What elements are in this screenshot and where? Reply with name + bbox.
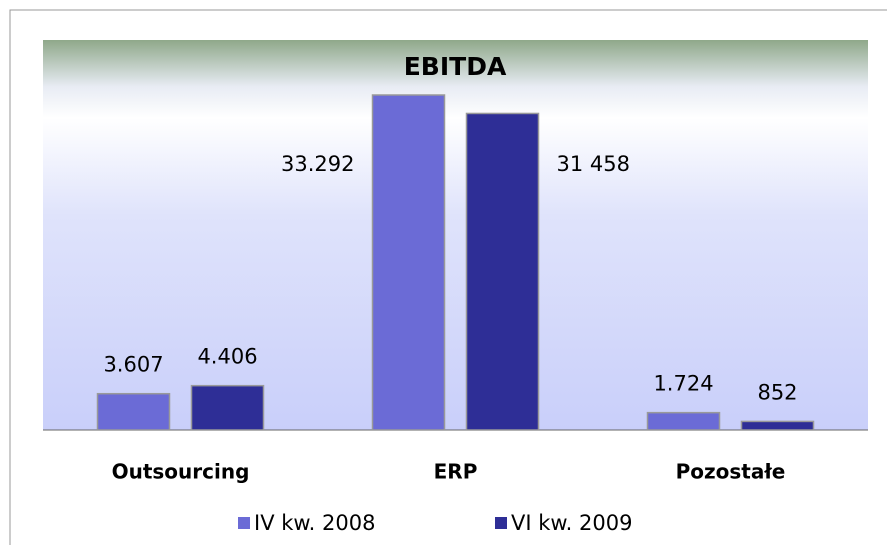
legend-swatch: [495, 517, 507, 529]
value-label: 852: [757, 380, 797, 404]
bar: [740, 420, 815, 431]
value-label: 31 458: [557, 152, 630, 176]
bar: [371, 94, 446, 431]
legend-label: IV kw. 2008: [254, 511, 375, 535]
plot-area: [43, 40, 868, 430]
value-label: 33.292: [281, 152, 354, 176]
legend-swatch: [238, 517, 250, 529]
bar: [465, 112, 540, 431]
value-label: 4.406: [197, 345, 257, 369]
value-label: 3.607: [103, 353, 163, 377]
bar: [646, 411, 721, 431]
frame: [9, 9, 887, 545]
x-tick-label: Pozostałe: [676, 460, 786, 484]
value-label: 1.724: [653, 372, 713, 396]
legend-label: VI kw. 2009: [511, 511, 632, 535]
chart-title: EBITDA: [404, 52, 507, 81]
bar: [190, 384, 265, 431]
bar: [96, 392, 171, 431]
x-tick-label: ERP: [434, 460, 478, 484]
x-tick-label: Outsourcing: [112, 460, 250, 484]
